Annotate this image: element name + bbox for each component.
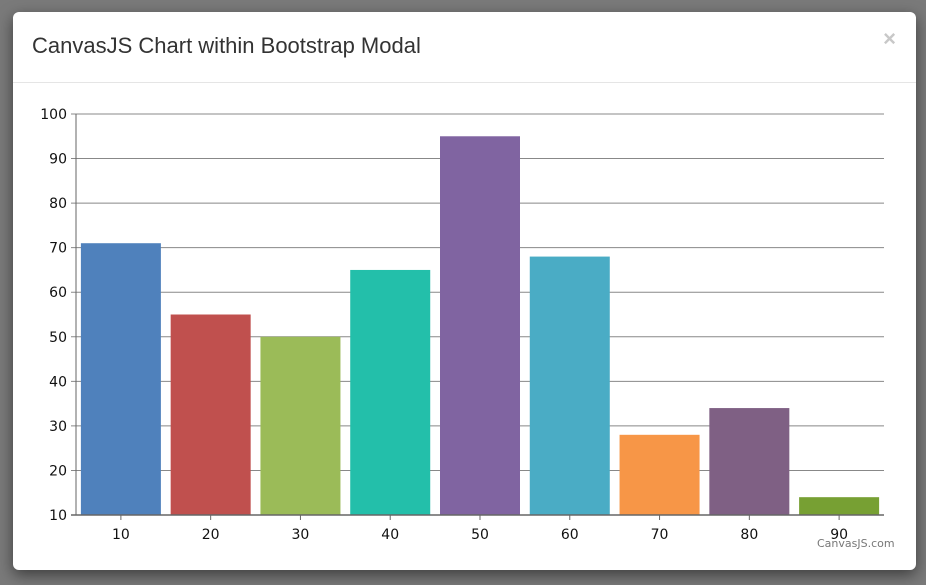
y-tick-label: 50 [49,330,67,346]
bar-90 [799,497,880,515]
x-tick-label: 50 [471,527,489,543]
bar-50 [440,136,520,515]
y-tick-label: 90 [49,152,67,168]
y-tick-label: 30 [49,419,67,435]
x-tick-label: 60 [561,527,579,543]
modal-title: CanvasJS Chart within Bootstrap Modal [32,33,421,58]
bar-20 [170,314,251,515]
x-tick-label: 70 [651,527,669,543]
x-tick-label: 30 [292,527,310,543]
y-tick-label: 80 [49,196,67,212]
y-tick-label: 40 [49,374,67,390]
canvasjs-credit-link[interactable]: CanvasJS.com [817,537,895,550]
bar-60 [529,256,610,515]
y-tick-label: 100 [40,107,67,123]
bar-80 [709,408,790,515]
y-tick-label: 60 [49,285,67,301]
modal-dialog: CanvasJS Chart within Bootstrap Modal × … [13,12,916,570]
x-tick-label: 80 [740,527,758,543]
y-tick-label: 20 [49,463,67,479]
x-tick-label: 10 [112,527,130,543]
bar-30 [260,336,341,515]
x-tick-label: 20 [202,527,220,543]
close-button[interactable]: × [883,26,896,51]
y-tick-label: 70 [49,241,67,257]
bar-10 [80,243,161,515]
bar-70 [619,434,700,515]
modal-header: CanvasJS Chart within Bootstrap Modal × [13,12,916,83]
x-tick-label: 90 [830,527,848,543]
y-tick-label: 10 [49,508,67,524]
x-tick-label: 40 [381,527,399,543]
bar-chart: 10 20 30 40 50 60 70 80 90 100 10 20 30 40 50 60 70 80 90 [40,107,884,543]
bar-40 [350,269,431,515]
